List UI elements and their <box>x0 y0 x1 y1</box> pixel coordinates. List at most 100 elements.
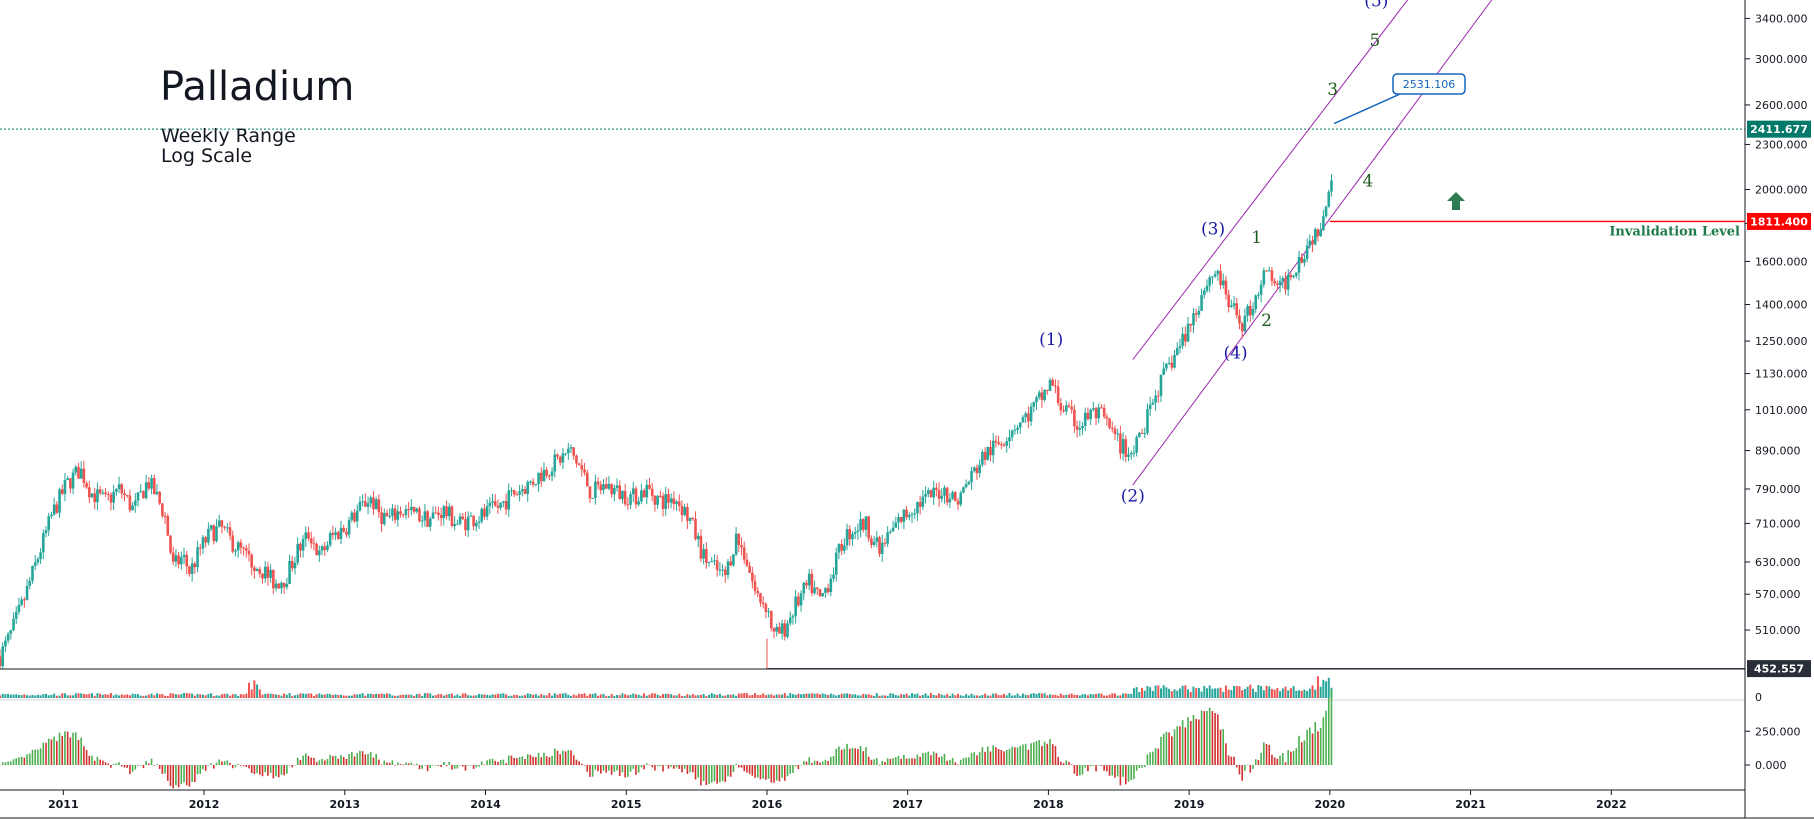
volume-bar <box>1211 688 1214 698</box>
oscillator-bar <box>1189 720 1192 765</box>
volume-bar <box>201 694 204 698</box>
oscillator-bar <box>927 751 930 765</box>
volume-bar <box>291 695 294 698</box>
time-axis[interactable]: 2011 2012 2013 2014 2015 2016 2017 2018 2019 2020… <box>48 790 1627 811</box>
volume-bar <box>1214 688 1217 698</box>
candle-body <box>1146 409 1149 434</box>
candle-body <box>1092 408 1095 410</box>
volume-bar <box>708 694 711 698</box>
candle-body <box>396 511 400 520</box>
volume-bar <box>534 694 537 698</box>
oscillator-bar <box>746 765 748 773</box>
price-axis[interactable]: 3400.0003000.0002600.0002300.0002000.000… <box>1745 12 1808 637</box>
volume-bar <box>104 694 107 698</box>
candle-body <box>1308 240 1312 246</box>
oscillator-bar <box>627 765 629 777</box>
oscillator-bar <box>624 765 626 778</box>
candle-body <box>1243 315 1247 332</box>
price-tick-label: 2300.000 <box>1755 138 1808 151</box>
volume-bar <box>1224 685 1227 698</box>
volume-bar <box>572 694 575 698</box>
volume-bar <box>1000 695 1003 698</box>
candle-body <box>613 488 616 495</box>
oscillator-bar <box>1314 722 1317 765</box>
candle-body <box>861 519 865 530</box>
oscillator-bar <box>459 765 461 766</box>
oscillator-bar <box>916 754 919 765</box>
candle-body <box>983 452 987 460</box>
volume-bar <box>848 693 851 698</box>
oscillator-bar <box>499 759 502 765</box>
volume-bar <box>478 693 481 698</box>
candle-body <box>556 454 559 457</box>
candle-body <box>299 543 302 551</box>
candle-body <box>404 508 408 515</box>
candle-body <box>529 481 532 483</box>
oscillator-bar <box>107 763 110 765</box>
volume-bar <box>689 695 692 698</box>
candle-body <box>331 533 335 535</box>
candle-body <box>1305 245 1309 260</box>
oscillator-bar <box>502 759 505 765</box>
volume-bar <box>1257 685 1260 698</box>
volume-bar <box>467 695 470 698</box>
volume-bar <box>835 695 838 698</box>
volume-bar <box>256 684 259 698</box>
volume-bar <box>840 693 843 698</box>
volume-bar <box>461 693 464 698</box>
volume-bar <box>994 693 997 698</box>
volume-bar <box>929 693 932 698</box>
oscillator-bar <box>386 762 388 765</box>
oscillator-bar <box>148 763 150 765</box>
oscillator-bar <box>134 765 137 770</box>
volume-bar <box>82 693 85 698</box>
volume-bar <box>112 695 115 698</box>
volume-bar <box>88 693 91 698</box>
volume-bar <box>1127 693 1130 698</box>
oscillator-bar <box>778 765 781 782</box>
volume-bar <box>459 695 462 698</box>
volume-bar <box>437 694 440 698</box>
candle-body <box>71 472 75 489</box>
candle-body <box>1232 303 1236 306</box>
oscillator-bar <box>1146 754 1149 765</box>
volume-bar <box>594 693 597 698</box>
oscillator-bar <box>10 761 12 765</box>
volume-axis-label: 0 <box>1755 691 1762 704</box>
volume-bar <box>737 693 740 698</box>
oscillator-bar <box>521 756 524 765</box>
volume-bar <box>927 695 930 698</box>
candle-body <box>272 569 275 589</box>
candle-body <box>12 618 15 631</box>
volume-bar <box>204 695 207 698</box>
candle-body <box>1138 432 1141 438</box>
volume-bar <box>1187 689 1190 698</box>
volume-bar <box>1070 693 1073 698</box>
volume-bar <box>142 695 145 698</box>
oscillator-bar <box>700 765 702 786</box>
volume-bar <box>448 694 451 698</box>
oscillator-bar <box>976 755 978 765</box>
price-tick-label: 790.000 <box>1755 483 1801 496</box>
volume-bar <box>361 693 364 698</box>
candle-body <box>875 537 879 542</box>
candle-body <box>742 547 746 560</box>
volume-bar <box>724 695 727 698</box>
oscillator-bar <box>635 765 637 775</box>
oscillator-bar <box>640 765 643 768</box>
candle-body <box>539 472 543 482</box>
oscillator-bar <box>716 765 718 784</box>
oscillator-bar <box>15 758 18 765</box>
oscillator-bar <box>83 746 85 765</box>
candle-body <box>274 583 278 589</box>
oscillator-bar <box>721 765 724 782</box>
high-price-callout[interactable]: 2531.106 <box>1333 73 1466 125</box>
candle-body <box>940 495 944 499</box>
oscillator-bar <box>605 765 608 773</box>
candle-body <box>377 499 381 513</box>
volume-bar <box>220 694 223 698</box>
oscillator-bar <box>986 746 989 765</box>
oscillator-bar <box>353 756 356 765</box>
candle-body <box>266 566 270 578</box>
